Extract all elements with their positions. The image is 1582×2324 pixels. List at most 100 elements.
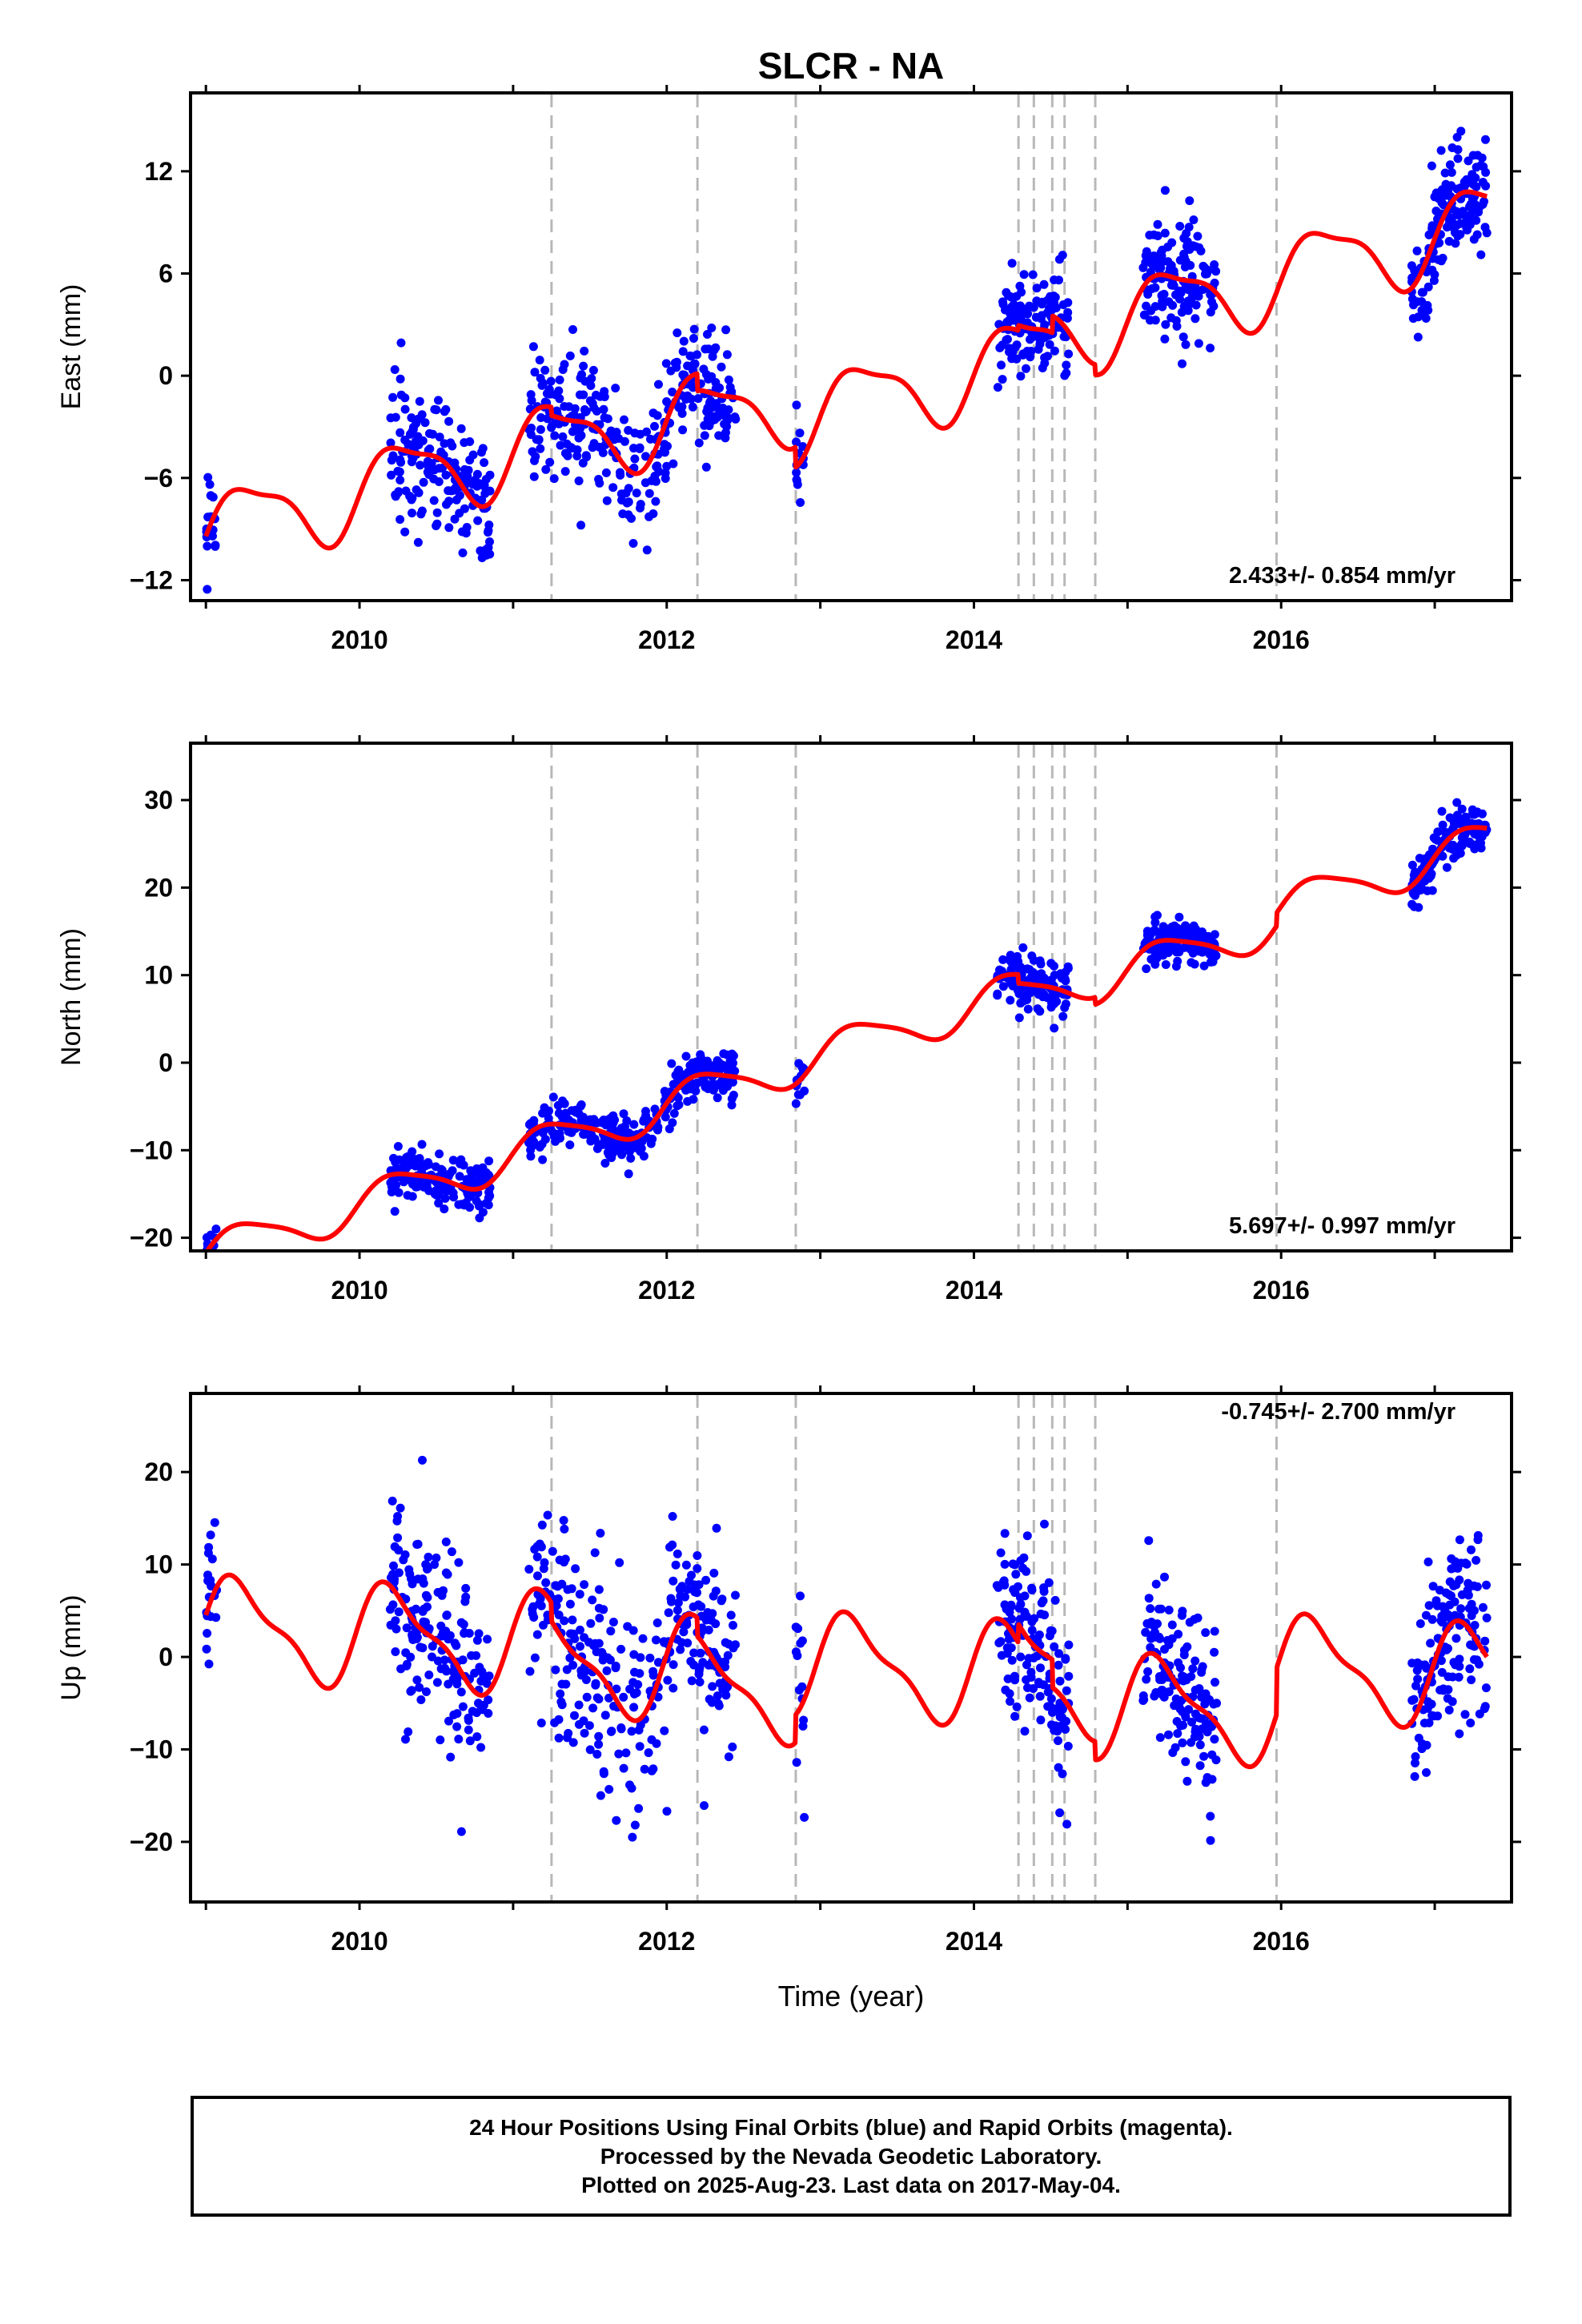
- data-point: [1436, 256, 1446, 266]
- data-point: [1046, 1694, 1056, 1703]
- data-point: [731, 1640, 740, 1650]
- data-point: [401, 1648, 411, 1658]
- data-point: [1060, 371, 1070, 380]
- data-point: [1189, 215, 1199, 224]
- data-point: [452, 1722, 462, 1731]
- x-tick-label: 2014: [946, 625, 1002, 654]
- data-point: [538, 1155, 548, 1164]
- data-point: [713, 1093, 722, 1103]
- data-point: [683, 361, 693, 371]
- data-point: [584, 1721, 594, 1731]
- data-point: [677, 1638, 686, 1647]
- data-point: [461, 1583, 471, 1593]
- data-point: [585, 1745, 595, 1755]
- data-point: [616, 1724, 626, 1734]
- data-point: [1164, 1687, 1174, 1696]
- data-point: [722, 350, 732, 360]
- data-point: [440, 1204, 449, 1214]
- data-point: [551, 390, 560, 400]
- data-point: [630, 1820, 640, 1830]
- data-point: [697, 1602, 706, 1611]
- data-point: [1200, 1699, 1210, 1709]
- data-point: [536, 373, 545, 383]
- data-point: [1411, 1752, 1420, 1761]
- data-point: [1022, 364, 1030, 373]
- data-point: [1050, 1023, 1059, 1033]
- data-point: [1467, 1675, 1476, 1685]
- data-point: [659, 1637, 669, 1647]
- data-point: [729, 1091, 738, 1100]
- data-point: [708, 352, 717, 361]
- data-point: [568, 1738, 578, 1747]
- data-point: [1188, 1664, 1198, 1674]
- data-point: [558, 432, 568, 441]
- data-point: [1469, 235, 1479, 244]
- data-point: [652, 411, 662, 420]
- data-point: [423, 456, 432, 466]
- data-point: [458, 548, 468, 557]
- data-point: [457, 527, 467, 537]
- data-point: [1178, 332, 1188, 342]
- data-point: [1460, 1710, 1470, 1719]
- data-point: [669, 1108, 679, 1118]
- data-point: [1451, 1560, 1460, 1570]
- data-point: [796, 1591, 805, 1601]
- data-point: [1155, 1733, 1165, 1743]
- data-point: [1002, 287, 1011, 297]
- data-point: [203, 1252, 212, 1261]
- data-point: [569, 426, 579, 435]
- data-point: [581, 451, 591, 460]
- data-point: [588, 1703, 598, 1713]
- data-point: [484, 1200, 493, 1210]
- data-point: [1435, 238, 1444, 247]
- data-point: [998, 300, 1008, 309]
- data-point: [606, 426, 616, 436]
- data-point: [394, 1607, 404, 1617]
- data-point: [1158, 1686, 1167, 1695]
- data-point: [1019, 270, 1029, 279]
- data-point: [448, 1166, 457, 1176]
- figure-title: SLCR - NA: [758, 45, 945, 86]
- data-point: [554, 1108, 564, 1118]
- data-point: [1208, 957, 1218, 967]
- data-point: [477, 553, 487, 562]
- data-point: [1417, 297, 1427, 307]
- data-point: [544, 1114, 553, 1123]
- data-point: [689, 1602, 698, 1611]
- data-point: [625, 1780, 634, 1790]
- data-point: [1026, 972, 1036, 982]
- data-point: [1035, 340, 1045, 349]
- data-point: [561, 1112, 571, 1122]
- data-point: [549, 1132, 559, 1141]
- data-point: [551, 1665, 560, 1675]
- data-point: [203, 585, 212, 594]
- data-point: [1025, 1693, 1034, 1703]
- data-point: [424, 1552, 433, 1562]
- y-tick-label: 20: [144, 1458, 173, 1486]
- data-point: [484, 1709, 493, 1718]
- data-point: [717, 1596, 726, 1606]
- data-point: [588, 1595, 597, 1605]
- data-point: [441, 470, 451, 480]
- data-point: [526, 1145, 536, 1155]
- data-point: [660, 1726, 669, 1735]
- data-point: [465, 456, 475, 464]
- data-point: [1023, 1004, 1033, 1014]
- data-point: [1462, 1559, 1472, 1569]
- data-point: [1444, 1590, 1454, 1599]
- y-tick-label: −20: [130, 1827, 173, 1856]
- data-point: [1451, 239, 1460, 248]
- data-point: [710, 412, 720, 421]
- data-point: [565, 1653, 575, 1663]
- data-point: [1440, 168, 1450, 178]
- data-point: [627, 1727, 636, 1736]
- data-point: [1448, 219, 1458, 228]
- data-point: [683, 1585, 693, 1594]
- data-point: [612, 1684, 621, 1694]
- data-point: [559, 1516, 568, 1525]
- data-point: [202, 1644, 211, 1654]
- data-point: [539, 1620, 548, 1630]
- data-point: [1210, 1626, 1219, 1636]
- data-point: [629, 444, 638, 453]
- data-point: [654, 380, 663, 389]
